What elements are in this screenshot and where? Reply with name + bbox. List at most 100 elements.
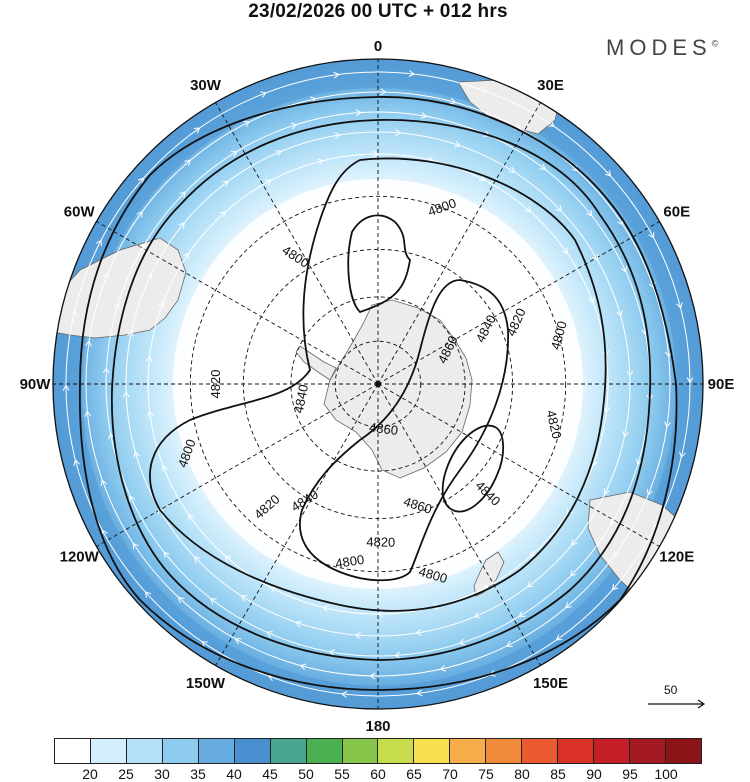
colorbar-label-10: 70 bbox=[442, 766, 458, 782]
flow-arrow bbox=[571, 539, 578, 546]
meridian-line-7 bbox=[215, 383, 379, 666]
colorbar-label-6: 50 bbox=[298, 766, 314, 782]
meridian-line-5 bbox=[377, 383, 541, 666]
flow-arrow bbox=[449, 97, 457, 105]
flow-arrow bbox=[129, 495, 136, 503]
height-contours bbox=[78, 96, 678, 691]
colorbar-swatch-6 bbox=[270, 739, 307, 763]
flow-arrow bbox=[333, 71, 340, 79]
flow-arrow bbox=[163, 551, 170, 559]
contour-label-7: 4820 bbox=[208, 370, 223, 399]
flow-arrow bbox=[234, 638, 242, 645]
flow-arrow bbox=[222, 180, 230, 187]
flow-arrow bbox=[265, 179, 272, 186]
flow-arrow bbox=[177, 596, 185, 604]
flow-arrow bbox=[588, 296, 595, 304]
contour-label-12: 4840 bbox=[291, 383, 311, 414]
flow-arrow bbox=[224, 555, 232, 562]
flow-arrow bbox=[132, 542, 139, 550]
flow-arrow bbox=[328, 649, 336, 656]
wind-streamlines bbox=[62, 70, 694, 698]
meridian-label-10: 60W bbox=[64, 204, 96, 221]
contour-4860-cutoff bbox=[441, 424, 505, 513]
flow-arrow bbox=[179, 191, 186, 198]
colorbar-label-8: 60 bbox=[370, 766, 386, 782]
flow-arrow bbox=[394, 651, 401, 659]
flow-arrow bbox=[100, 479, 108, 487]
flow-arrow bbox=[210, 597, 217, 605]
meridian-label-8: 120W bbox=[60, 549, 100, 566]
contour-label-text: 4800 bbox=[334, 552, 365, 571]
graticule bbox=[53, 59, 703, 709]
flow-arrow bbox=[70, 309, 77, 317]
flow-arrow bbox=[354, 632, 361, 639]
flow-arrow bbox=[133, 451, 140, 458]
colorbar-label-4: 40 bbox=[226, 766, 242, 782]
colorbar-label-2: 30 bbox=[154, 766, 170, 782]
contour-label-text: 4840 bbox=[291, 383, 311, 414]
reference-vector-arrow bbox=[648, 699, 706, 709]
flow-arrow bbox=[158, 301, 165, 309]
flow-arrow bbox=[161, 464, 168, 472]
flow-arrow bbox=[322, 605, 329, 612]
flow-arrow bbox=[473, 611, 481, 619]
latitude-circle-3 bbox=[189, 195, 567, 573]
flow-arrow bbox=[561, 247, 568, 255]
new-zealand bbox=[473, 551, 505, 597]
colorbar-label-7: 55 bbox=[334, 766, 350, 782]
meridian-line-1 bbox=[377, 102, 541, 385]
contour-4860-main bbox=[299, 279, 509, 582]
flow-arrow bbox=[194, 556, 201, 563]
flow-arrow bbox=[616, 310, 623, 317]
flow-arrow bbox=[145, 355, 153, 362]
flow-arrow bbox=[73, 459, 80, 466]
flow-arrow bbox=[565, 601, 572, 609]
colorbar-swatch-12 bbox=[486, 739, 523, 763]
meridian-label-1: 30E bbox=[537, 77, 564, 94]
flow-arrow bbox=[526, 581, 534, 588]
flow-arrow bbox=[355, 109, 362, 117]
flow-arrow bbox=[102, 367, 110, 374]
colorbar-swatch-17 bbox=[665, 739, 701, 763]
meridian-line-10 bbox=[96, 221, 379, 385]
meridian-labels: 0 30E 60E 90E 120E 150E 180 150W 120W 90W 60W 30W bbox=[20, 38, 735, 735]
flow-arrow bbox=[144, 591, 152, 598]
colorbar-swatch-4 bbox=[198, 739, 235, 763]
contour-label-10: 4820 bbox=[366, 534, 395, 550]
flow-arrow bbox=[686, 377, 694, 384]
flow-arrow bbox=[416, 689, 423, 697]
flow-arrow bbox=[290, 122, 298, 130]
contour-label-text: 4820 bbox=[543, 409, 564, 441]
flow-arrow bbox=[122, 390, 130, 398]
colorbar-swatch-5 bbox=[234, 739, 271, 763]
flow-arrow bbox=[295, 620, 302, 628]
flow-arrow bbox=[408, 70, 416, 77]
meridian-label-11: 30W bbox=[190, 77, 222, 94]
flow-arrow bbox=[146, 410, 154, 418]
flow-arrow bbox=[611, 583, 619, 591]
flow-arrow bbox=[340, 691, 348, 698]
contour-label-text: 4860 bbox=[368, 420, 399, 438]
colorbar-label-0: 20 bbox=[82, 766, 98, 782]
contour-4840 bbox=[149, 157, 607, 612]
flow-arrow bbox=[309, 96, 317, 104]
flow-arrow bbox=[529, 550, 537, 557]
streamline-3 bbox=[85, 91, 671, 677]
colorbar-swatch-14 bbox=[558, 739, 595, 763]
flow-arrow bbox=[518, 611, 526, 617]
flow-arrow bbox=[84, 410, 92, 417]
flow-arrow bbox=[566, 508, 573, 516]
flow-arrow bbox=[299, 663, 307, 671]
colorbar-label-13: 85 bbox=[550, 766, 566, 782]
flow-arrow bbox=[136, 211, 143, 218]
colorbar-swatch-2 bbox=[126, 739, 163, 763]
meridian-line-2 bbox=[377, 221, 660, 385]
colorbar-swatch-11 bbox=[450, 739, 487, 763]
reference-vector-label: 50 bbox=[664, 683, 678, 697]
flow-arrow bbox=[555, 205, 562, 212]
colorbar-swatch-7 bbox=[306, 739, 343, 763]
flow-arrow bbox=[95, 239, 102, 247]
flow-arrow bbox=[139, 243, 146, 250]
flow-arrow bbox=[188, 513, 195, 521]
flow-arrow bbox=[266, 631, 273, 638]
